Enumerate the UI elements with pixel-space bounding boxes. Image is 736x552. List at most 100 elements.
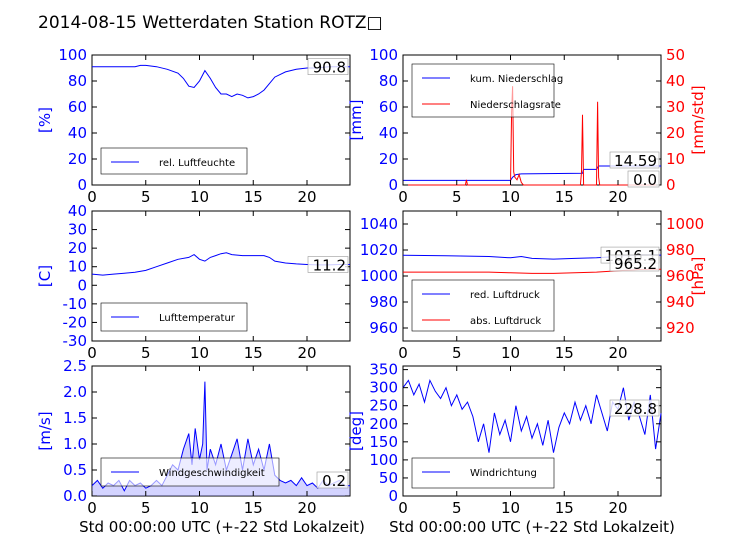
y-tick-label: 200 xyxy=(369,415,398,433)
last-value-label-right: 965.2 xyxy=(614,255,657,273)
panel-winddirection: 0 5 10 15 20050100150200250300350[deg]228.8W… xyxy=(347,361,662,517)
y-tick-label: 150 xyxy=(369,433,398,451)
x-tick-label: 5 xyxy=(141,499,151,517)
x-tick-label: 0 xyxy=(398,188,408,206)
y-tick-label: 1020 xyxy=(360,241,398,259)
x-tick-label: 10 xyxy=(190,499,209,517)
y-tick-label: 250 xyxy=(369,397,398,415)
x-tick-label: 5 xyxy=(452,344,462,362)
y-tick-label: 0 xyxy=(388,176,398,194)
legend-label: abs. Luftdruck xyxy=(470,316,541,327)
y-tick-label-right: 20 xyxy=(666,124,685,142)
last-value-label-right: 0.0 xyxy=(633,171,657,189)
legend-label: Niederschlagsrate xyxy=(470,100,561,111)
panel-humidity: 0 5 10 15 20 0 20 40 60 80 100 [%] 90.8 rel. Luftfeuc… xyxy=(36,46,351,206)
y-tick-label: 50 xyxy=(379,469,398,487)
y-tick-label: 0 xyxy=(77,276,87,294)
last-value-label-box xyxy=(307,256,349,273)
y-tick-label: 60 xyxy=(379,98,398,116)
last-value-label: 90.8 xyxy=(313,59,346,77)
x-tick-label: 10 xyxy=(501,188,520,206)
y-tick-label: 20 xyxy=(68,239,87,257)
x-tick-label: 10 xyxy=(190,188,209,206)
y-tick-label-right: 960 xyxy=(666,267,695,285)
panel-pressure: 0 5 10 15 20 960 980 1000 1020 1040 920 940 960 980 10… xyxy=(360,210,707,362)
series-line-temperature-0 xyxy=(91,252,350,276)
y-axis-label-right: [hPa] xyxy=(689,257,707,296)
y-tick-label: -10 xyxy=(63,295,88,313)
x-tick-label: 5 xyxy=(141,344,151,362)
y-tick-label-right: 50 xyxy=(666,46,685,64)
y-tick-label: 0.0 xyxy=(63,487,87,505)
y-axis-label: [mm] xyxy=(347,100,365,141)
legend-precipitation xyxy=(411,63,555,118)
last-value-label: 228.8 xyxy=(614,400,657,418)
y-tick-label: 100 xyxy=(58,46,87,64)
y-tick-label: 2.0 xyxy=(63,383,87,401)
y-tick-label-right: 10 xyxy=(666,150,685,168)
legend-label: Windrichtung xyxy=(470,468,537,479)
y-tick-label: 80 xyxy=(379,72,398,90)
y-tick-label-right: 1000 xyxy=(666,215,704,233)
y-tick-label-right: 980 xyxy=(666,241,695,259)
y-axis-label: [C] xyxy=(36,265,54,287)
y-tick-label-right: 30 xyxy=(666,98,685,116)
x-tick-label: 15 xyxy=(244,344,263,362)
x-tick-label: 0 xyxy=(87,188,97,206)
y-tick-label: 40 xyxy=(68,202,87,220)
legend-pressure xyxy=(411,279,555,332)
last-value-label-box xyxy=(609,399,660,417)
x-tick-label: 10 xyxy=(190,344,209,362)
y-tick-label: 350 xyxy=(369,361,398,379)
last-value-label-right-box xyxy=(627,170,660,188)
last-value-label: 0.2 xyxy=(322,472,346,490)
last-value-label: 14.59 xyxy=(614,152,657,170)
y-tick-label: 1040 xyxy=(360,215,398,233)
y-tick-label: 0 xyxy=(388,487,398,505)
panel-windspeed: 0 5 10 15 20 0.0 0.5 1.0 1.5 2.0 2.5 [m/s] 0.2 Windge… xyxy=(36,357,351,517)
x-tick-label: 20 xyxy=(297,188,316,206)
x-tick-label: 15 xyxy=(555,499,574,517)
x-tick-label: 15 xyxy=(244,188,263,206)
y-tick-label: 0.5 xyxy=(63,461,87,479)
y-tick-label: 0 xyxy=(77,176,87,194)
last-value-label-right-box xyxy=(609,254,660,272)
x-tick-label: 10 xyxy=(501,499,520,517)
y-tick-label: -20 xyxy=(63,313,88,331)
last-value-label-box xyxy=(307,58,349,76)
last-value-label: 11.2 xyxy=(313,256,346,274)
x-tick-label: 5 xyxy=(452,188,462,206)
x-tick-label: 0 xyxy=(398,499,408,517)
last-value-label-box xyxy=(609,151,660,169)
x-tick-label: 20 xyxy=(608,499,627,517)
y-tick-label: 100 xyxy=(369,451,398,469)
x-axis-label-right: Std 00:00:00 UTC (+-22 Std Lokalzeit) xyxy=(389,518,675,536)
y-tick-label: 40 xyxy=(379,124,398,142)
x-tick-label: 20 xyxy=(297,499,316,517)
x-tick-label: 5 xyxy=(141,188,151,206)
y-tick-label: 60 xyxy=(68,98,87,116)
y-tick-label: 10 xyxy=(68,258,87,276)
y-tick-label-right: 920 xyxy=(666,319,695,337)
legend-label: kum. Niederschlag xyxy=(470,74,563,85)
legend-label: rel. Luftfeuchte xyxy=(159,158,235,169)
x-tick-label: 20 xyxy=(608,344,627,362)
x-tick-label: 10 xyxy=(501,344,520,362)
series-line-humidity-0 xyxy=(92,64,350,99)
y-axis-label: [deg] xyxy=(347,411,365,451)
x-tick-label: 15 xyxy=(555,188,574,206)
y-axis-label: [%] xyxy=(36,107,54,133)
last-value-label-box xyxy=(316,471,349,489)
legend-label: Windgeschwindigkeit xyxy=(159,468,265,479)
y-tick-label: 1.5 xyxy=(63,409,87,427)
y-tick-label: 80 xyxy=(68,72,87,90)
x-axis-label-left: Std 00:00:00 UTC (+-22 Std Lokalzeit) xyxy=(79,518,365,536)
panel-precipitation: 0 5 10 15 20 0 20 40 60 80 100 0 10 20 30 40 50 [mm] [mm/s… xyxy=(347,46,707,206)
figure-title: 2014-08-15 Wetterdaten Station ROTZ□ xyxy=(38,13,383,33)
legend-label: Lufttemperatur xyxy=(159,313,236,324)
y-tick-label-right: 0 xyxy=(666,176,676,194)
y-tick-label: 40 xyxy=(68,124,87,142)
x-tick-label: 5 xyxy=(452,499,462,517)
